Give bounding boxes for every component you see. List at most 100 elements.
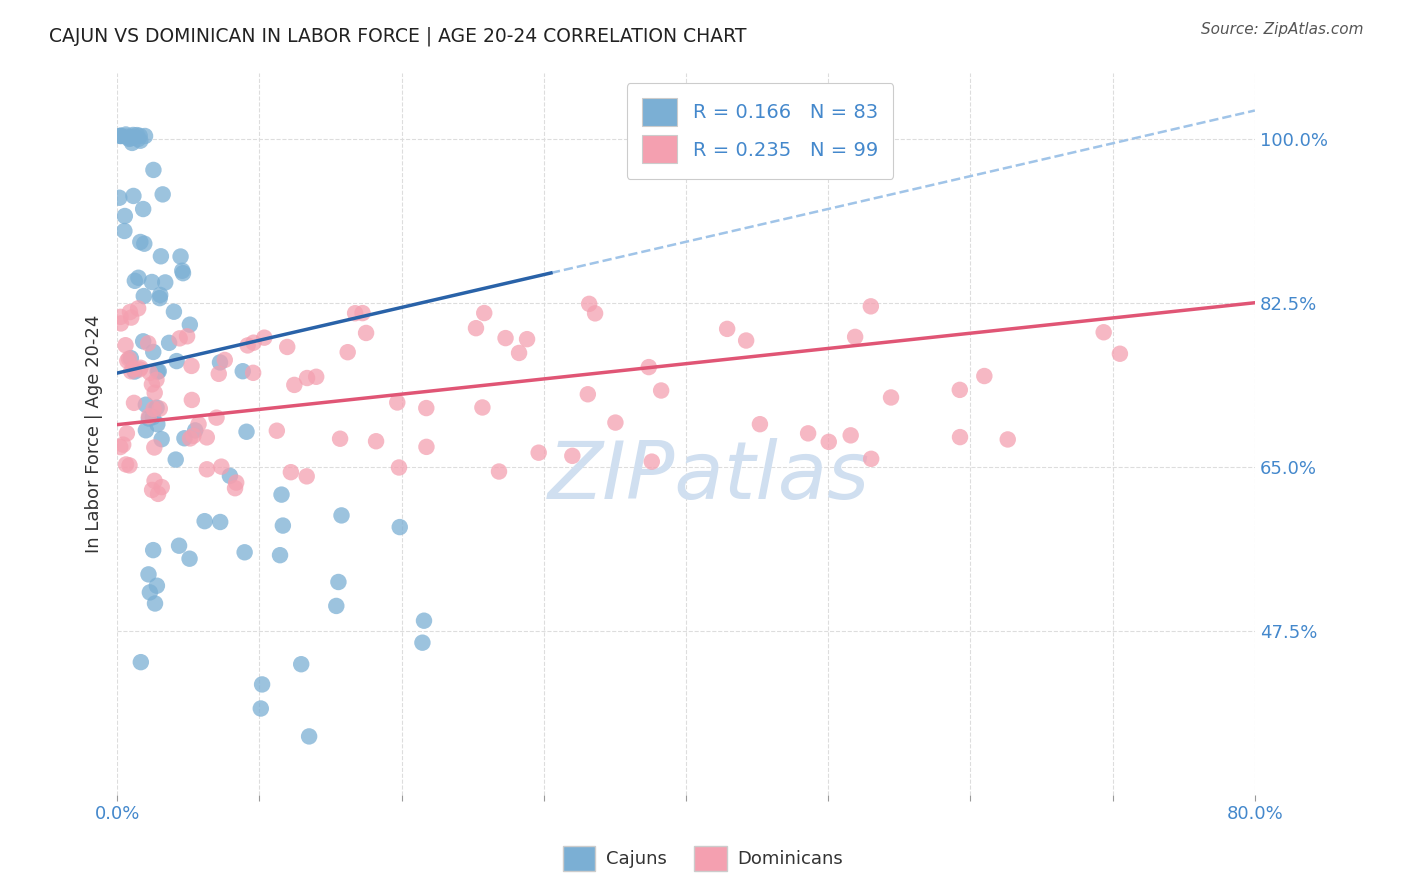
Point (121, 130, 143, 145)
Point (516, 332, 538, 346)
Point (179, 432, 201, 446)
Point (108, 191, 131, 205)
Point (797, 426, 820, 441)
Point (120, 351, 142, 365)
Point (354, 326, 377, 340)
Text: CAJUN VS DOMINICAN IN LABOR FORCE | AGE 20-24 CORRELATION CHART: CAJUN VS DOMINICAN IN LABOR FORCE | AGE … (49, 27, 747, 46)
Point (859, 299, 882, 313)
Point (141, 275, 163, 289)
Point (949, 383, 972, 397)
Point (179, 551, 201, 566)
Point (143, 474, 166, 488)
Point (495, 331, 517, 345)
Point (125, 128, 148, 142)
Point (839, 428, 862, 442)
Point (364, 434, 387, 449)
Point (270, 488, 292, 502)
Point (250, 677, 273, 691)
Point (142, 410, 165, 425)
Point (110, 310, 132, 324)
Point (209, 515, 232, 529)
Point (112, 224, 135, 238)
Point (209, 459, 232, 474)
Point (120, 310, 142, 325)
Point (997, 433, 1019, 447)
Point (142, 543, 165, 558)
Point (576, 387, 599, 401)
Point (605, 416, 627, 430)
Point (146, 579, 169, 593)
Point (583, 306, 606, 320)
Point (141, 483, 163, 497)
Point (180, 359, 202, 373)
Point (114, 338, 136, 352)
Point (135, 423, 157, 437)
Point (150, 432, 173, 446)
Point (641, 455, 664, 469)
Point (127, 270, 149, 285)
Point (146, 417, 169, 432)
Point (142, 345, 165, 359)
Point (138, 411, 160, 425)
Point (163, 304, 186, 318)
Point (141, 377, 163, 392)
Point (194, 514, 217, 528)
Point (388, 520, 411, 534)
Point (120, 364, 142, 378)
Point (180, 392, 202, 407)
Point (135, 398, 157, 412)
Point (150, 480, 173, 494)
Point (149, 401, 172, 416)
Point (184, 423, 207, 437)
Point (266, 424, 288, 438)
Point (129, 360, 152, 375)
Point (415, 440, 437, 454)
Point (127, 132, 149, 146)
Point (488, 465, 510, 479)
Point (149, 249, 172, 263)
Point (128, 128, 150, 143)
Point (110, 128, 132, 143)
Point (176, 329, 198, 343)
Point (134, 236, 156, 251)
Point (129, 134, 152, 148)
Point (110, 128, 132, 143)
Point (172, 264, 194, 278)
Point (138, 409, 160, 424)
Point (269, 548, 291, 562)
Point (122, 189, 145, 203)
Point (143, 385, 166, 400)
Point (132, 334, 155, 349)
Point (115, 458, 138, 472)
Legend: Cajuns, Dominicans: Cajuns, Dominicans (555, 838, 851, 879)
Point (748, 417, 770, 432)
Point (280, 465, 302, 479)
Point (388, 460, 411, 475)
Point (208, 355, 231, 369)
Point (155, 276, 177, 290)
Point (122, 396, 145, 410)
Point (145, 373, 167, 387)
Point (157, 335, 180, 350)
Point (122, 361, 145, 376)
Point (121, 136, 143, 150)
Point (290, 657, 312, 672)
Point (208, 367, 231, 381)
Point (138, 567, 160, 582)
Point (295, 371, 318, 385)
Point (183, 429, 205, 443)
Point (127, 301, 149, 316)
Point (472, 306, 495, 320)
Point (637, 360, 659, 375)
Point (128, 362, 150, 376)
Point (195, 462, 218, 476)
Point (344, 306, 367, 320)
Point (110, 317, 132, 331)
Point (118, 351, 141, 366)
Point (860, 451, 883, 466)
Point (716, 322, 738, 336)
Point (253, 331, 276, 345)
Point (236, 338, 259, 352)
Point (242, 366, 264, 380)
Point (817, 434, 839, 449)
